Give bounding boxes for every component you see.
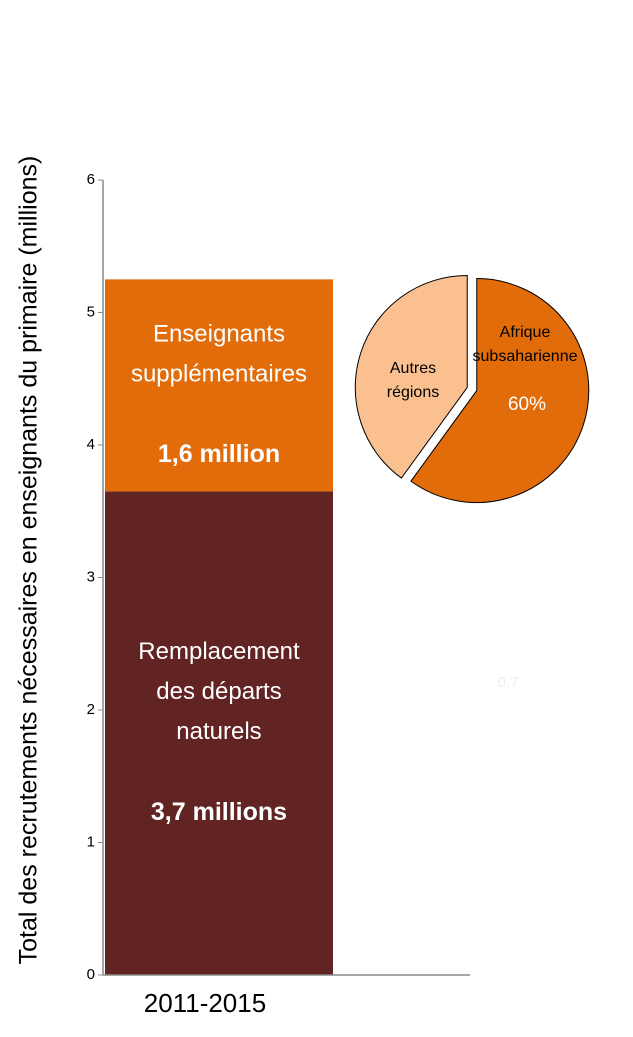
y-tick-label: 4 (87, 436, 95, 453)
y-tick-label: 1 (87, 833, 95, 850)
slice-value-label: 60% (508, 394, 546, 415)
pie-slice (410, 278, 590, 504)
y-tick-label: 0 (87, 966, 95, 983)
y-tick-label: 2 (87, 701, 95, 718)
data-label: 3,7 millions (151, 798, 287, 826)
y-tick-label: 3 (87, 568, 95, 585)
y-tick-label: 6 (87, 171, 95, 188)
bar-segment (105, 279, 333, 492)
segment-label: Enseignants supplémentaires (131, 321, 307, 388)
pie-slice (354, 274, 468, 479)
x-tick-label: 2011-2015 (144, 988, 266, 1018)
slice-label: Autres régions (387, 360, 439, 401)
annotation: 0.7 (498, 674, 519, 691)
y-tick-label: 5 (87, 303, 95, 320)
slice-label: Afrique subsaharienne (473, 324, 578, 365)
bar-segment (105, 491, 333, 975)
data-label: 1,6 million (158, 440, 280, 468)
y-axis-label: Total des recrutements nécessaires en en… (15, 156, 43, 965)
segment-label: Remplacement des départs naturels (138, 639, 300, 746)
